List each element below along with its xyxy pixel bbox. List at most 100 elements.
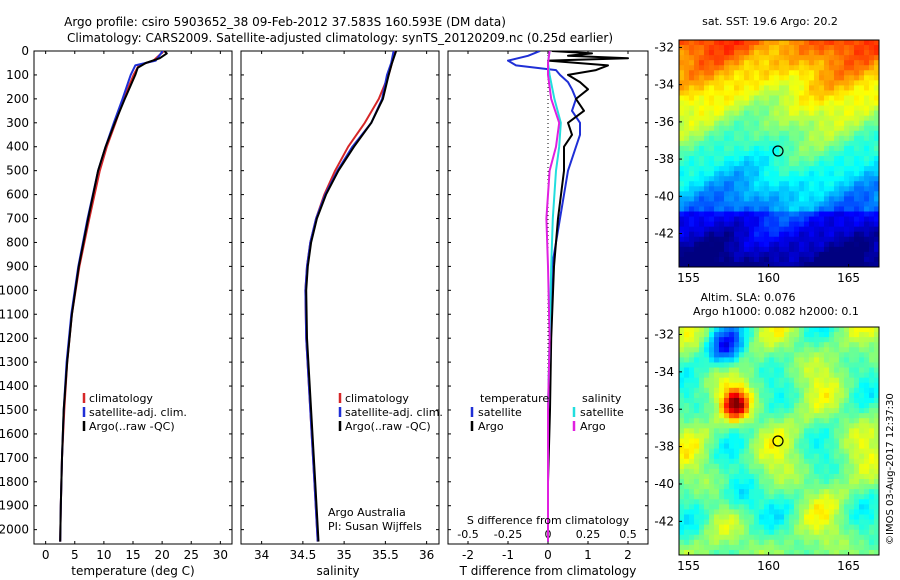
- sla-heatmap-cell: [704, 357, 710, 364]
- sla-heatmap-cell: [859, 549, 865, 555]
- sst-heatmap-cell: [804, 161, 810, 167]
- sst-heatmap-cell: [719, 135, 725, 142]
- sla-heatmap-cell: [844, 544, 850, 551]
- sla-heatmap-cell: [799, 544, 805, 551]
- sst-heatmap-cell: [729, 236, 735, 243]
- sla-heatmap-cell: [784, 539, 790, 546]
- sla-heatmap-cell: [809, 362, 815, 369]
- sst-heatmap-cell: [799, 130, 805, 137]
- sst-heatmap-cell: [714, 191, 720, 197]
- sla-heatmap-cell: [864, 473, 870, 480]
- sla-heatmap-cell: [774, 387, 780, 394]
- sla-heatmap-cell: [704, 337, 710, 343]
- sla-heatmap-cell: [789, 403, 795, 409]
- sst-heatmap-cell: [724, 120, 730, 127]
- sla-heatmap-cell: [854, 362, 860, 369]
- sst-heatmap-cell: [689, 181, 695, 187]
- sst-heatmap-cell: [754, 186, 760, 192]
- sst-heatmap-cell: [864, 176, 870, 182]
- sla-heatmap-cell: [774, 327, 780, 333]
- sla-heatmap-cell: [764, 362, 770, 369]
- sst-heatmap-cell: [769, 216, 775, 223]
- sst-heatmap-cell: [799, 115, 805, 122]
- sst-heatmap-cell: [734, 110, 740, 117]
- sla-heatmap-cell: [789, 458, 795, 465]
- sst-heatmap-cell: [779, 246, 785, 253]
- sst-heatmap-cell: [714, 201, 720, 208]
- sst-heatmap-cell: [729, 85, 735, 92]
- sla-heatmap-cell: [709, 549, 715, 555]
- sst-heatmap-cell: [744, 176, 750, 182]
- sst-heatmap-cell: [789, 251, 795, 258]
- sla-heatmap-cell: [839, 377, 845, 384]
- sla-heatmap-cell: [784, 468, 790, 475]
- sst-heatmap-cell: [759, 145, 765, 152]
- sla-heatmap-cell: [734, 539, 740, 546]
- sst-heatmap-cell: [774, 161, 780, 167]
- sst-heatmap-cell: [814, 115, 820, 122]
- sla-heatmap-cell: [719, 387, 725, 394]
- sst-heatmap-cell: [684, 176, 690, 182]
- sst-heatmap-cell: [789, 176, 795, 182]
- sla-heatmap-cell: [789, 367, 795, 374]
- sst-heatmap-cell: [829, 176, 835, 182]
- sla-heatmap-cell: [694, 377, 700, 384]
- sla-heatmap-cell: [804, 418, 810, 424]
- sla-heatmap-cell: [729, 347, 735, 353]
- sst-heatmap-cell: [824, 206, 830, 213]
- sla-heatmap-cell: [769, 524, 775, 531]
- sst-heatmap-cell: [729, 135, 735, 142]
- sla-heatmap-cell: [774, 342, 780, 348]
- sst-heatmap-cell: [699, 150, 705, 157]
- sla-heatmap-cell: [699, 423, 705, 429]
- sla-heatmap-cell: [789, 453, 795, 460]
- sla-heatmap-cell: [679, 544, 685, 551]
- sla-heatmap-cell: [684, 377, 690, 384]
- sla-heatmap-cell: [744, 494, 750, 500]
- sla-heatmap-cell: [694, 484, 700, 490]
- sst-heatmap-cell: [764, 261, 770, 267]
- sst-heatmap-cell: [774, 110, 780, 117]
- sst-heatmap-cell: [794, 110, 800, 117]
- sla-heatmap-cell: [824, 332, 830, 338]
- sla-heatmap-cell: [854, 357, 860, 364]
- sla-heatmap-cell: [729, 327, 735, 333]
- sst-heatmap-cell: [754, 65, 760, 71]
- sst-heatmap-cell: [864, 181, 870, 187]
- sst-heatmap-cell: [709, 135, 715, 142]
- sla-title-line1: Altim. SLA: 0.076: [700, 291, 795, 304]
- sst-heatmap-cell: [844, 115, 850, 122]
- sla-heatmap-cell: [709, 418, 715, 424]
- sla-heatmap-cell: [834, 362, 840, 369]
- sla-heatmap-cell: [874, 408, 879, 414]
- sla-heatmap-cell: [679, 484, 685, 490]
- sst-heatmap-cell: [719, 60, 725, 66]
- sla-heatmap-cell: [804, 428, 810, 434]
- sla-heatmap-cell: [709, 392, 715, 399]
- sla-heatmap-cell: [754, 347, 760, 353]
- sst-heatmap-cell: [694, 90, 700, 97]
- sla-heatmap-cell: [834, 479, 840, 485]
- sst-heatmap-cell: [774, 50, 780, 56]
- sla-heatmap-cell: [754, 524, 760, 531]
- sst-heatmap-cell: [854, 140, 860, 147]
- sla-heatmap-cell: [849, 458, 855, 465]
- sla-heatmap-cell: [819, 534, 825, 541]
- sst-heatmap-cell: [749, 161, 755, 167]
- sla-heatmap-cell: [679, 438, 685, 445]
- sst-heatmap-cell: [744, 186, 750, 192]
- sla-heatmap-cell: [704, 332, 710, 338]
- sla-heatmap-cell: [819, 372, 825, 379]
- sla-heatmap-cell: [704, 539, 710, 546]
- sst-heatmap-cell: [694, 110, 700, 117]
- sla-heatmap-cell: [859, 357, 865, 364]
- sst-heatmap-cell: [869, 261, 875, 267]
- sla-heatmap-cell: [794, 499, 800, 505]
- sst-heatmap-cell: [694, 125, 700, 132]
- sst-heatmap-cell: [694, 236, 700, 243]
- sla-heatmap-cell: [734, 392, 740, 399]
- sst-heatmap-cell: [779, 50, 785, 56]
- sla-heatmap-cell: [699, 332, 705, 338]
- sla-heatmap-cell: [839, 327, 845, 333]
- sst-heatmap-cell: [699, 50, 705, 56]
